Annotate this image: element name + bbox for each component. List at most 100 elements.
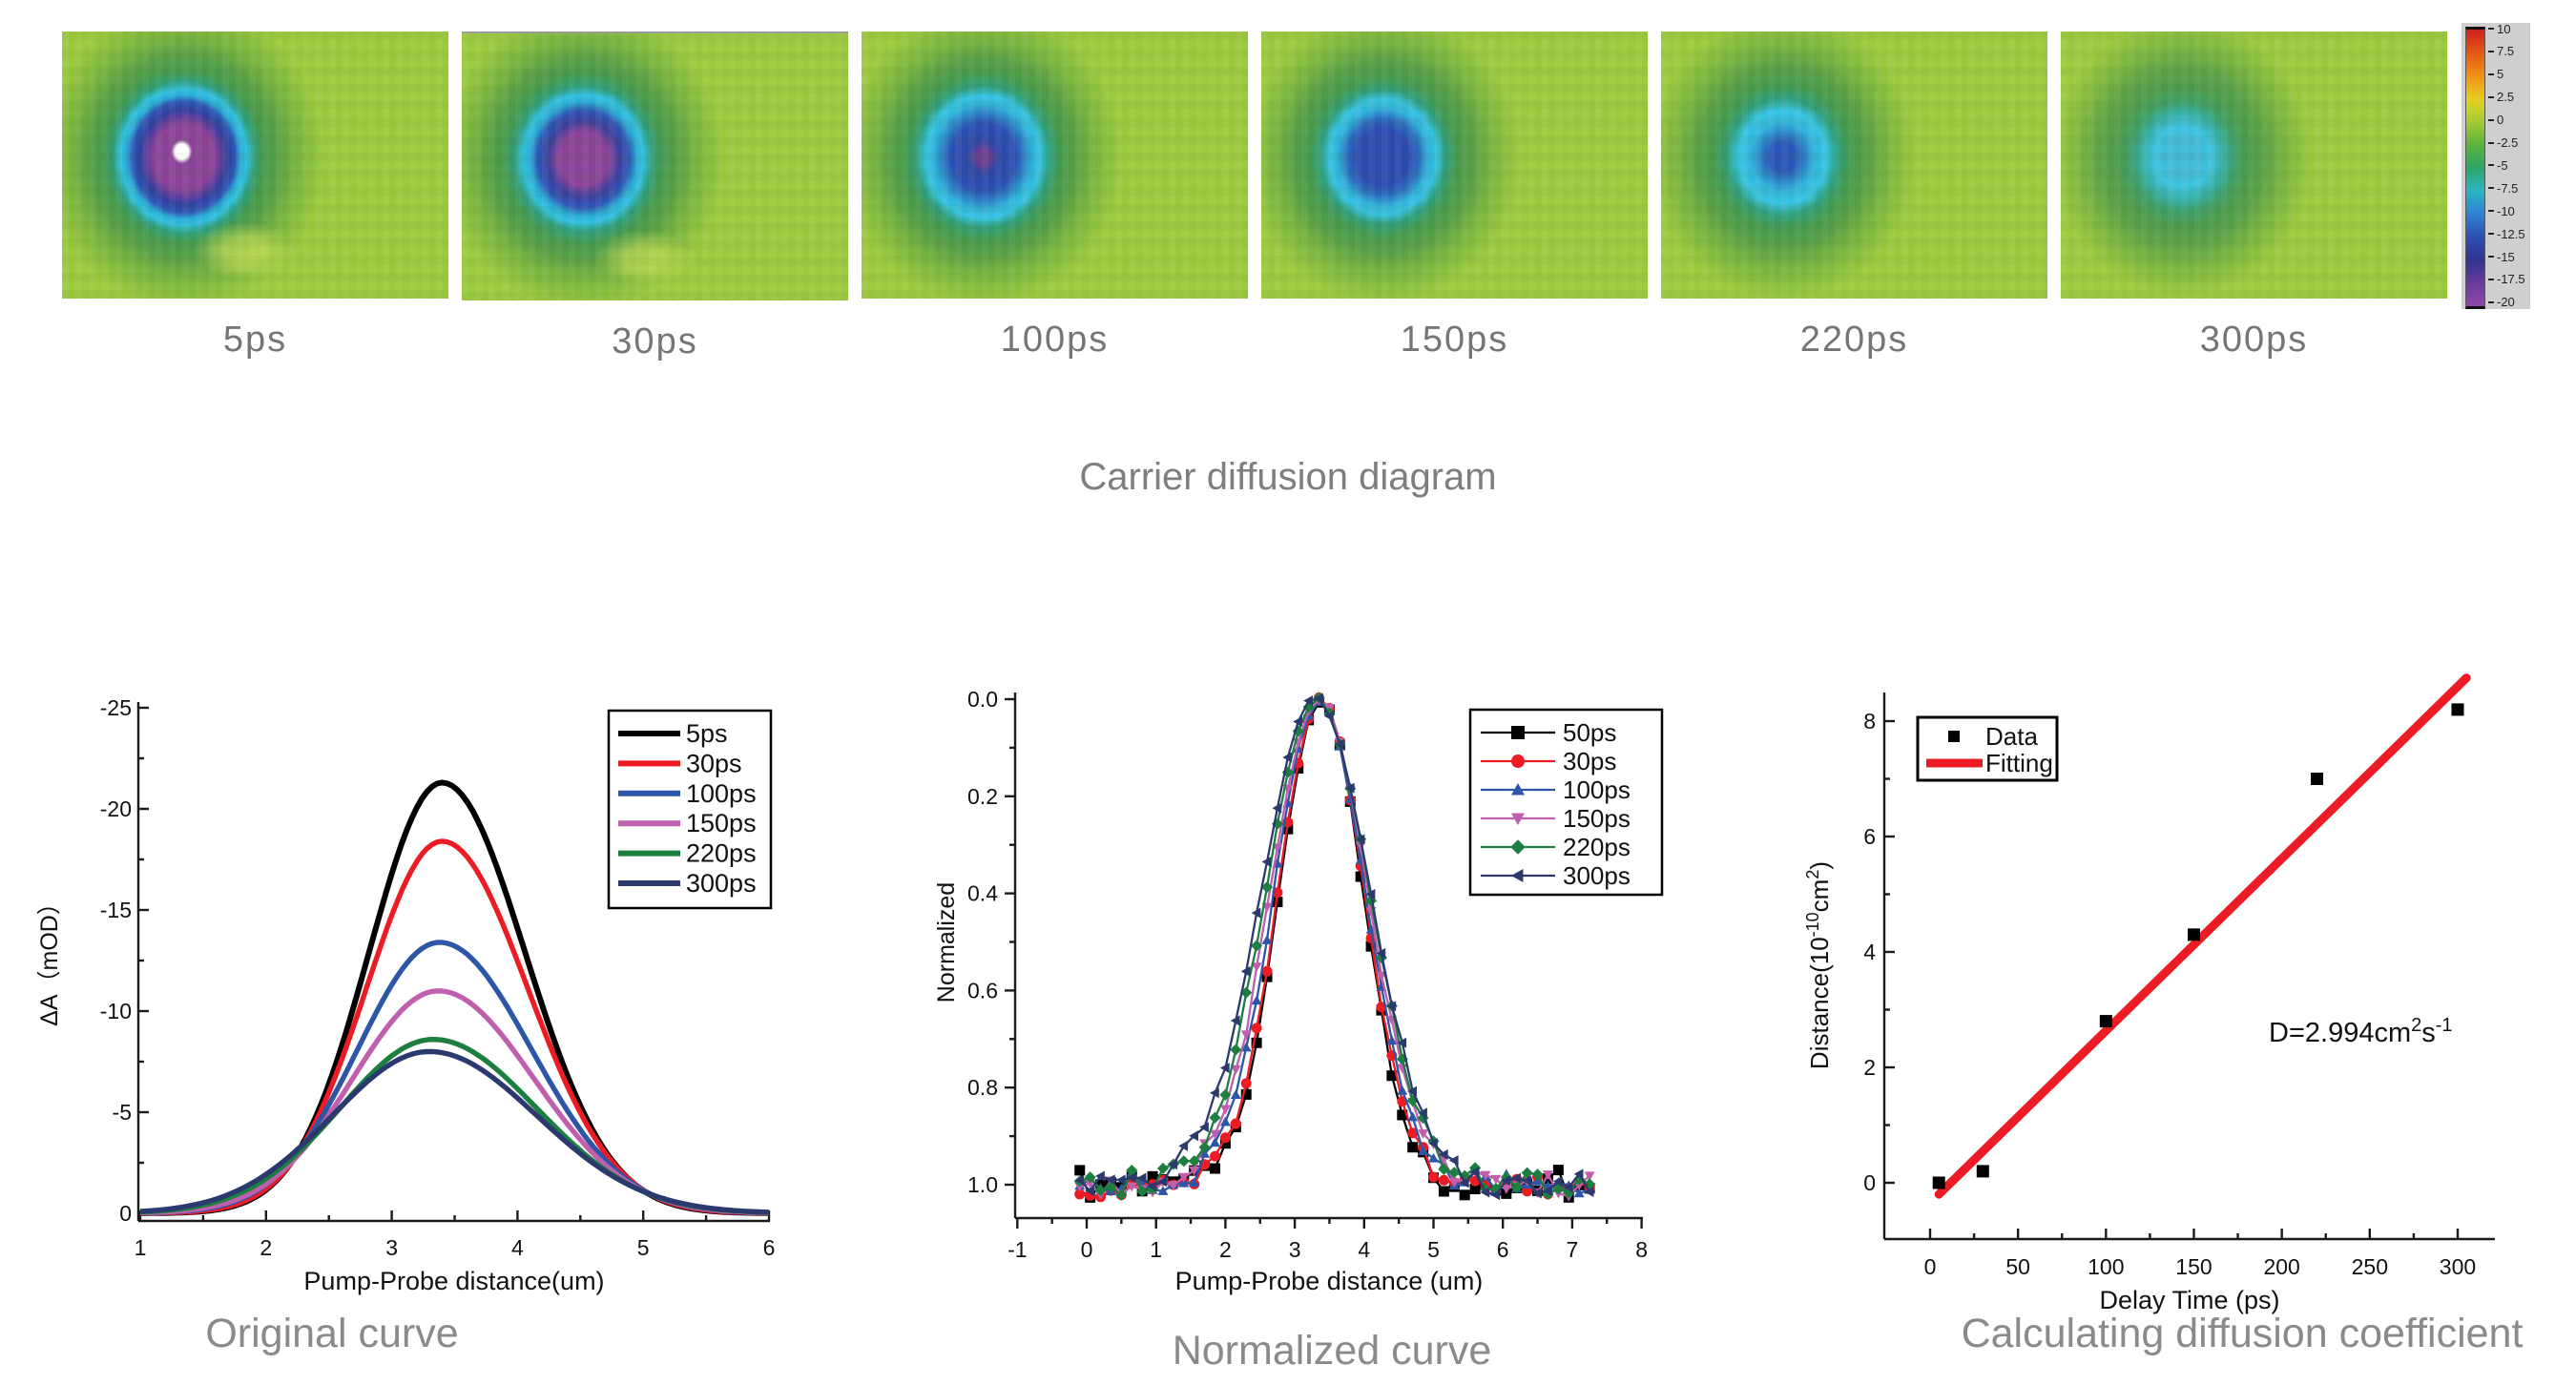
legend-label-5ps: 5ps <box>686 719 728 748</box>
legend-label-220ps: 220ps <box>1563 833 1631 861</box>
marker-150ps <box>1219 1105 1231 1115</box>
legend-label-30ps: 30ps <box>686 749 742 777</box>
marker-300ps <box>1085 1186 1094 1197</box>
colorbar-tick-dash <box>2488 164 2494 167</box>
marker-300ps <box>1459 1177 1469 1189</box>
marker-220ps <box>1531 1168 1544 1181</box>
colorbar-tick-value: 5 <box>2497 67 2504 82</box>
curve-300ps <box>139 1048 770 1215</box>
marker-100ps <box>1230 1089 1241 1100</box>
marker-300ps <box>1355 834 1365 845</box>
y-tick-label: 0.0 <box>967 687 998 712</box>
marker-50ps <box>1209 1163 1220 1174</box>
marker-300ps <box>1126 1172 1136 1184</box>
panel-label-30ps: 30ps <box>612 321 698 362</box>
marker-30ps <box>1407 1127 1419 1139</box>
marker-220ps <box>1219 1088 1232 1101</box>
colorbar-tick: -15 <box>2488 250 2515 264</box>
panel-label-150ps: 150ps <box>1400 320 1509 360</box>
marker-300ps <box>1178 1140 1189 1151</box>
marker-300ps <box>1147 1181 1157 1192</box>
marker-50ps <box>1240 1088 1252 1100</box>
legend-label-220ps: 220ps <box>686 839 757 868</box>
caption-normalized-curve: Normalized curve <box>1172 1328 1492 1374</box>
diffusion-coefficient-chart: 0 50 100 150 200 250 300 0 2 4 6 8 Delay Time (ps) Di… <box>1803 673 2495 1314</box>
marker-150ps <box>1490 1174 1502 1185</box>
x-tick-label: 2 <box>260 1235 272 1260</box>
axis-labels: -1 0 1 2 3 4 5 6 7 8 0.0 0.2 0.4 0.6 0.8 1.0 Pump-Probe … <box>933 687 1648 1295</box>
x-tick-label: 3 <box>1289 1237 1301 1262</box>
marker-300ps <box>1105 1174 1115 1186</box>
marker-50ps <box>1397 1109 1408 1121</box>
x-tick-label: 300 <box>2440 1254 2476 1279</box>
marker-150ps <box>1251 962 1262 973</box>
marker-300ps <box>1552 1176 1563 1188</box>
colorbar-tick: 2.5 <box>2488 90 2514 104</box>
marker-150ps <box>1480 1170 1491 1181</box>
x-tick-label: 200 <box>2263 1254 2299 1279</box>
colorbar-tick-dash <box>2488 278 2494 280</box>
data-point <box>2187 928 2200 941</box>
panel-label-300ps: 300ps <box>2199 320 2309 360</box>
data-point <box>2451 703 2464 716</box>
y-tick-label: -10 <box>100 999 132 1023</box>
marker-300ps <box>1115 1174 1126 1186</box>
legend-box <box>1916 715 2059 782</box>
axes <box>1882 692 2495 1241</box>
marker-150ps <box>1209 1129 1220 1140</box>
marker-300ps <box>1323 711 1334 722</box>
marker-30ps <box>1219 1132 1231 1144</box>
x-tick-label: 5 <box>637 1235 650 1260</box>
marker-300ps <box>1428 1138 1438 1149</box>
marker-30ps <box>1438 1174 1449 1186</box>
marker-50ps <box>1251 1037 1262 1048</box>
marker-30ps <box>1209 1150 1220 1162</box>
fitting-line <box>1934 673 2471 1199</box>
legend-label-150ps: 150ps <box>1563 804 1631 833</box>
x-tick-label: 150 <box>2175 1254 2212 1279</box>
marker-150ps <box>1189 1166 1200 1176</box>
legend-marker-150ps <box>1511 813 1525 825</box>
marker-50ps <box>1272 897 1283 908</box>
marker-300ps <box>1418 1107 1427 1119</box>
marker-100ps <box>1209 1137 1220 1147</box>
colorbar-tick-dash <box>2488 118 2494 121</box>
marker-300ps <box>1219 1063 1230 1074</box>
marker-300ps <box>1511 1172 1522 1184</box>
marker-220ps <box>1094 1184 1107 1196</box>
marker-220ps <box>1230 1044 1242 1056</box>
marker-300ps <box>1573 1168 1584 1180</box>
diffusion-map-panel-220ps: 220ps <box>1661 31 2047 361</box>
x-tick-label: 100 <box>2088 1254 2124 1279</box>
legend-label-50ps: 50ps <box>1563 718 1616 747</box>
marker-300ps <box>1469 1167 1480 1178</box>
marker-220ps <box>1521 1167 1533 1179</box>
y-tick-label: 8 <box>1863 709 1876 734</box>
colorbar-tick: -5 <box>2488 158 2508 173</box>
marker-300ps <box>1501 1175 1511 1187</box>
marker-150ps <box>1240 1030 1252 1041</box>
marker-300ps <box>1480 1187 1490 1198</box>
marker-300ps <box>1386 1001 1397 1012</box>
colorbar-tick-dash <box>2488 187 2494 190</box>
marker-300ps <box>1522 1175 1531 1187</box>
marker-300ps <box>1438 1148 1448 1160</box>
data-point <box>2311 773 2324 785</box>
marker-300ps <box>1261 856 1272 867</box>
marker-150ps <box>1448 1178 1460 1188</box>
axis-labels: 1 2 3 4 5 6 0 -5 -10 -15 -20 -25 Pump-Probe distance… <box>36 695 775 1295</box>
colorbar-tick: 10 <box>2488 21 2511 36</box>
marker-30ps <box>1230 1118 1241 1129</box>
marker-100ps <box>1199 1147 1211 1158</box>
colorbar-tick: -10 <box>2488 204 2515 218</box>
marker-100ps <box>1261 935 1273 944</box>
marker-30ps <box>1428 1171 1439 1183</box>
diffusion-map-panel-300ps: 300ps <box>2061 31 2447 361</box>
marker-300ps <box>1407 1085 1417 1097</box>
y-tick-label: 0.8 <box>967 1075 998 1100</box>
diffusion-map-panel-100ps: 100ps <box>862 31 1248 361</box>
colorbar-tick-value: 10 <box>2497 21 2511 36</box>
marker-220ps <box>1177 1155 1190 1168</box>
x-tick-label: 1 <box>1150 1237 1162 1262</box>
diffusion-annotation: D=2.994cm2s-1 <box>2269 1015 2453 1048</box>
